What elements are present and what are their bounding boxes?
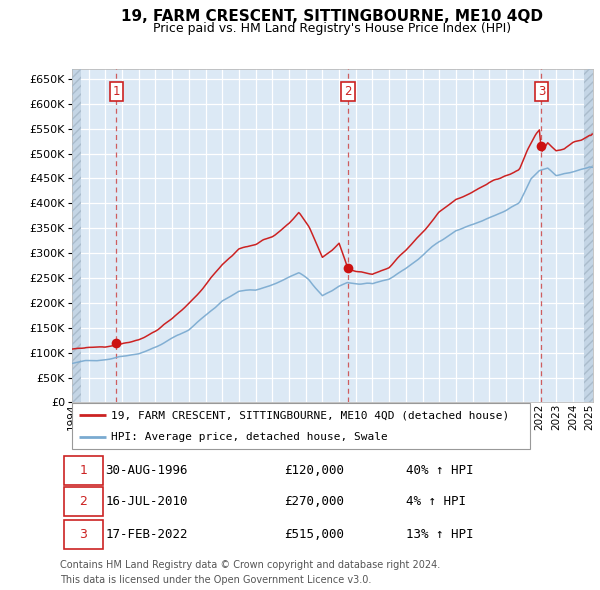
Text: 30-AUG-1996: 30-AUG-1996 (105, 464, 188, 477)
Text: 19, FARM CRESCENT, SITTINGBOURNE, ME10 4QD: 19, FARM CRESCENT, SITTINGBOURNE, ME10 4… (121, 9, 544, 24)
Text: 40% ↑ HPI: 40% ↑ HPI (406, 464, 474, 477)
Text: HPI: Average price, detached house, Swale: HPI: Average price, detached house, Swal… (111, 432, 388, 442)
Bar (72, 69, 81, 402)
FancyBboxPatch shape (64, 487, 103, 516)
Text: 1: 1 (80, 464, 88, 477)
Text: £515,000: £515,000 (284, 527, 344, 541)
Text: 3: 3 (538, 85, 545, 98)
Text: 4% ↑ HPI: 4% ↑ HPI (406, 494, 466, 508)
Text: This data is licensed under the Open Government Licence v3.0.: This data is licensed under the Open Gov… (60, 575, 371, 585)
Bar (72, 69, 81, 402)
FancyBboxPatch shape (64, 455, 103, 485)
Text: 19, FARM CRESCENT, SITTINGBOURNE, ME10 4QD (detached house): 19, FARM CRESCENT, SITTINGBOURNE, ME10 4… (111, 410, 509, 420)
Text: Contains HM Land Registry data © Crown copyright and database right 2024.: Contains HM Land Registry data © Crown c… (60, 560, 440, 570)
Text: Price paid vs. HM Land Registry's House Price Index (HPI): Price paid vs. HM Land Registry's House … (154, 22, 511, 35)
Bar (584, 69, 593, 402)
FancyBboxPatch shape (64, 520, 103, 549)
Text: £120,000: £120,000 (284, 464, 344, 477)
Bar (584, 69, 593, 402)
Text: 13% ↑ HPI: 13% ↑ HPI (406, 527, 474, 541)
Text: £270,000: £270,000 (284, 494, 344, 508)
Text: 2: 2 (80, 494, 88, 508)
Text: 16-JUL-2010: 16-JUL-2010 (105, 494, 188, 508)
Text: 17-FEB-2022: 17-FEB-2022 (105, 527, 188, 541)
Text: 1: 1 (113, 85, 120, 98)
FancyBboxPatch shape (72, 404, 530, 448)
Text: 2: 2 (344, 85, 352, 98)
Text: 3: 3 (80, 527, 88, 541)
